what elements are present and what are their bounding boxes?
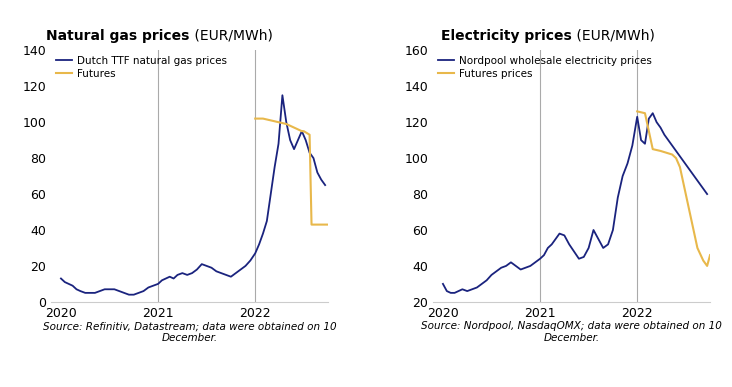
Futures prices xyxy=(706,253,714,257)
Futures prices xyxy=(699,258,708,263)
Nordpool wholesale electricity prices xyxy=(438,282,447,286)
Nordpool wholesale electricity prices xyxy=(539,253,548,257)
Futures xyxy=(299,129,308,134)
Futures xyxy=(307,222,316,227)
Nordpool wholesale electricity prices xyxy=(703,192,712,196)
Nordpool wholesale electricity prices xyxy=(608,228,617,232)
Text: Source: Refinitiv, Datastream; data were obtained on 10
December.: Source: Refinitiv, Datastream; data were… xyxy=(43,321,337,343)
Dutch TTF natural gas prices xyxy=(321,183,329,187)
Futures prices xyxy=(668,152,676,157)
Futures xyxy=(274,120,283,125)
Line: Futures prices: Futures prices xyxy=(637,111,710,266)
Text: Electricity prices: Electricity prices xyxy=(441,29,572,43)
Text: (EUR/MWh): (EUR/MWh) xyxy=(190,29,272,43)
Futures xyxy=(297,129,306,134)
Dutch TTF natural gas prices xyxy=(278,93,287,98)
Futures xyxy=(319,222,328,227)
Dutch TTF natural gas prices xyxy=(297,129,306,134)
Nordpool wholesale electricity prices xyxy=(507,260,515,265)
Futures xyxy=(251,116,260,121)
Futures xyxy=(258,116,267,121)
Dutch TTF natural gas prices xyxy=(157,278,166,283)
Text: (EUR/MWh): (EUR/MWh) xyxy=(572,29,654,43)
Futures xyxy=(314,222,323,227)
Futures xyxy=(282,122,291,126)
Dutch TTF natural gas prices xyxy=(110,287,119,292)
Futures xyxy=(305,132,314,137)
Futures xyxy=(290,125,299,130)
Line: Futures: Futures xyxy=(255,118,328,224)
Futures prices xyxy=(672,156,681,161)
Futures xyxy=(324,222,332,227)
Line: Dutch TTF natural gas prices: Dutch TTF natural gas prices xyxy=(61,95,325,295)
Futures prices xyxy=(687,219,696,223)
Futures prices xyxy=(681,192,690,196)
Futures prices xyxy=(693,246,702,250)
Futures xyxy=(266,118,275,123)
Dutch TTF natural gas prices xyxy=(56,276,65,281)
Dutch TTF natural gas prices xyxy=(226,274,235,279)
Nordpool wholesale electricity prices xyxy=(497,265,506,270)
Nordpool wholesale electricity prices xyxy=(649,111,657,115)
Dutch TTF natural gas prices xyxy=(124,292,133,297)
Futures prices xyxy=(662,151,671,155)
Nordpool wholesale electricity prices xyxy=(447,291,455,295)
Text: Source: Nordpool, NasdaqOMX; data were obtained on 10
December.: Source: Nordpool, NasdaqOMX; data were o… xyxy=(421,321,722,343)
Futures prices xyxy=(640,111,649,115)
Futures prices xyxy=(703,264,712,268)
Futures xyxy=(321,222,329,227)
Nordpool wholesale electricity prices xyxy=(589,228,598,232)
Legend: Nordpool wholesale electricity prices, Futures prices: Nordpool wholesale electricity prices, F… xyxy=(438,55,652,79)
Legend: Dutch TTF natural gas prices, Futures: Dutch TTF natural gas prices, Futures xyxy=(56,55,227,79)
Dutch TTF natural gas prices xyxy=(207,265,216,270)
Futures prices xyxy=(649,147,657,151)
Futures prices xyxy=(656,149,665,153)
Futures prices xyxy=(632,109,641,114)
Line: Nordpool wholesale electricity prices: Nordpool wholesale electricity prices xyxy=(443,113,707,293)
Text: Natural gas prices: Natural gas prices xyxy=(46,29,190,43)
Dutch TTF natural gas prices xyxy=(120,291,129,295)
Nordpool wholesale electricity prices xyxy=(679,159,688,164)
Futures prices xyxy=(676,165,684,170)
